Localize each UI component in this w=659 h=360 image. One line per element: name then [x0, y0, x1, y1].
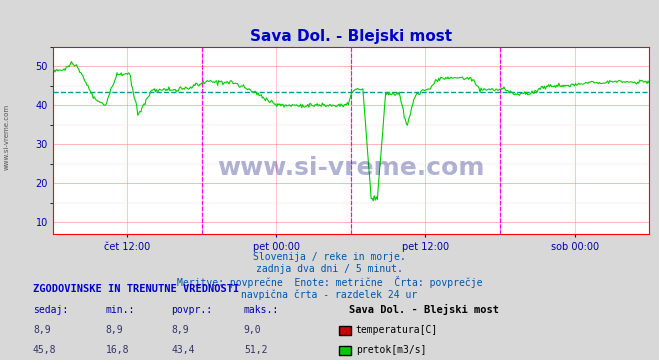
Text: povpr.:: povpr.:	[171, 305, 212, 315]
Text: 16,8: 16,8	[105, 345, 129, 355]
Title: Sava Dol. - Blejski most: Sava Dol. - Blejski most	[250, 29, 452, 44]
Text: temperatura[C]: temperatura[C]	[356, 325, 438, 335]
Text: Slovenija / reke in morje.
zadnja dva dni / 5 minut.
Meritve: povprečne  Enote: : Slovenija / reke in morje. zadnja dva dn…	[177, 252, 482, 300]
Text: 43,4: 43,4	[171, 345, 195, 355]
Text: maks.:: maks.:	[244, 305, 279, 315]
Text: ZGODOVINSKE IN TRENUTNE VREDNOSTI: ZGODOVINSKE IN TRENUTNE VREDNOSTI	[33, 284, 239, 294]
Text: 51,2: 51,2	[244, 345, 268, 355]
Text: pretok[m3/s]: pretok[m3/s]	[356, 345, 426, 355]
Text: 8,9: 8,9	[105, 325, 123, 335]
Text: www.si-vreme.com: www.si-vreme.com	[3, 104, 9, 170]
Text: 45,8: 45,8	[33, 345, 57, 355]
Text: www.si-vreme.com: www.si-vreme.com	[217, 157, 484, 180]
Text: Sava Dol. - Blejski most: Sava Dol. - Blejski most	[349, 304, 500, 315]
Text: 8,9: 8,9	[33, 325, 51, 335]
Text: min.:: min.:	[105, 305, 135, 315]
Text: 8,9: 8,9	[171, 325, 189, 335]
Text: sedaj:: sedaj:	[33, 305, 68, 315]
Text: 9,0: 9,0	[244, 325, 262, 335]
